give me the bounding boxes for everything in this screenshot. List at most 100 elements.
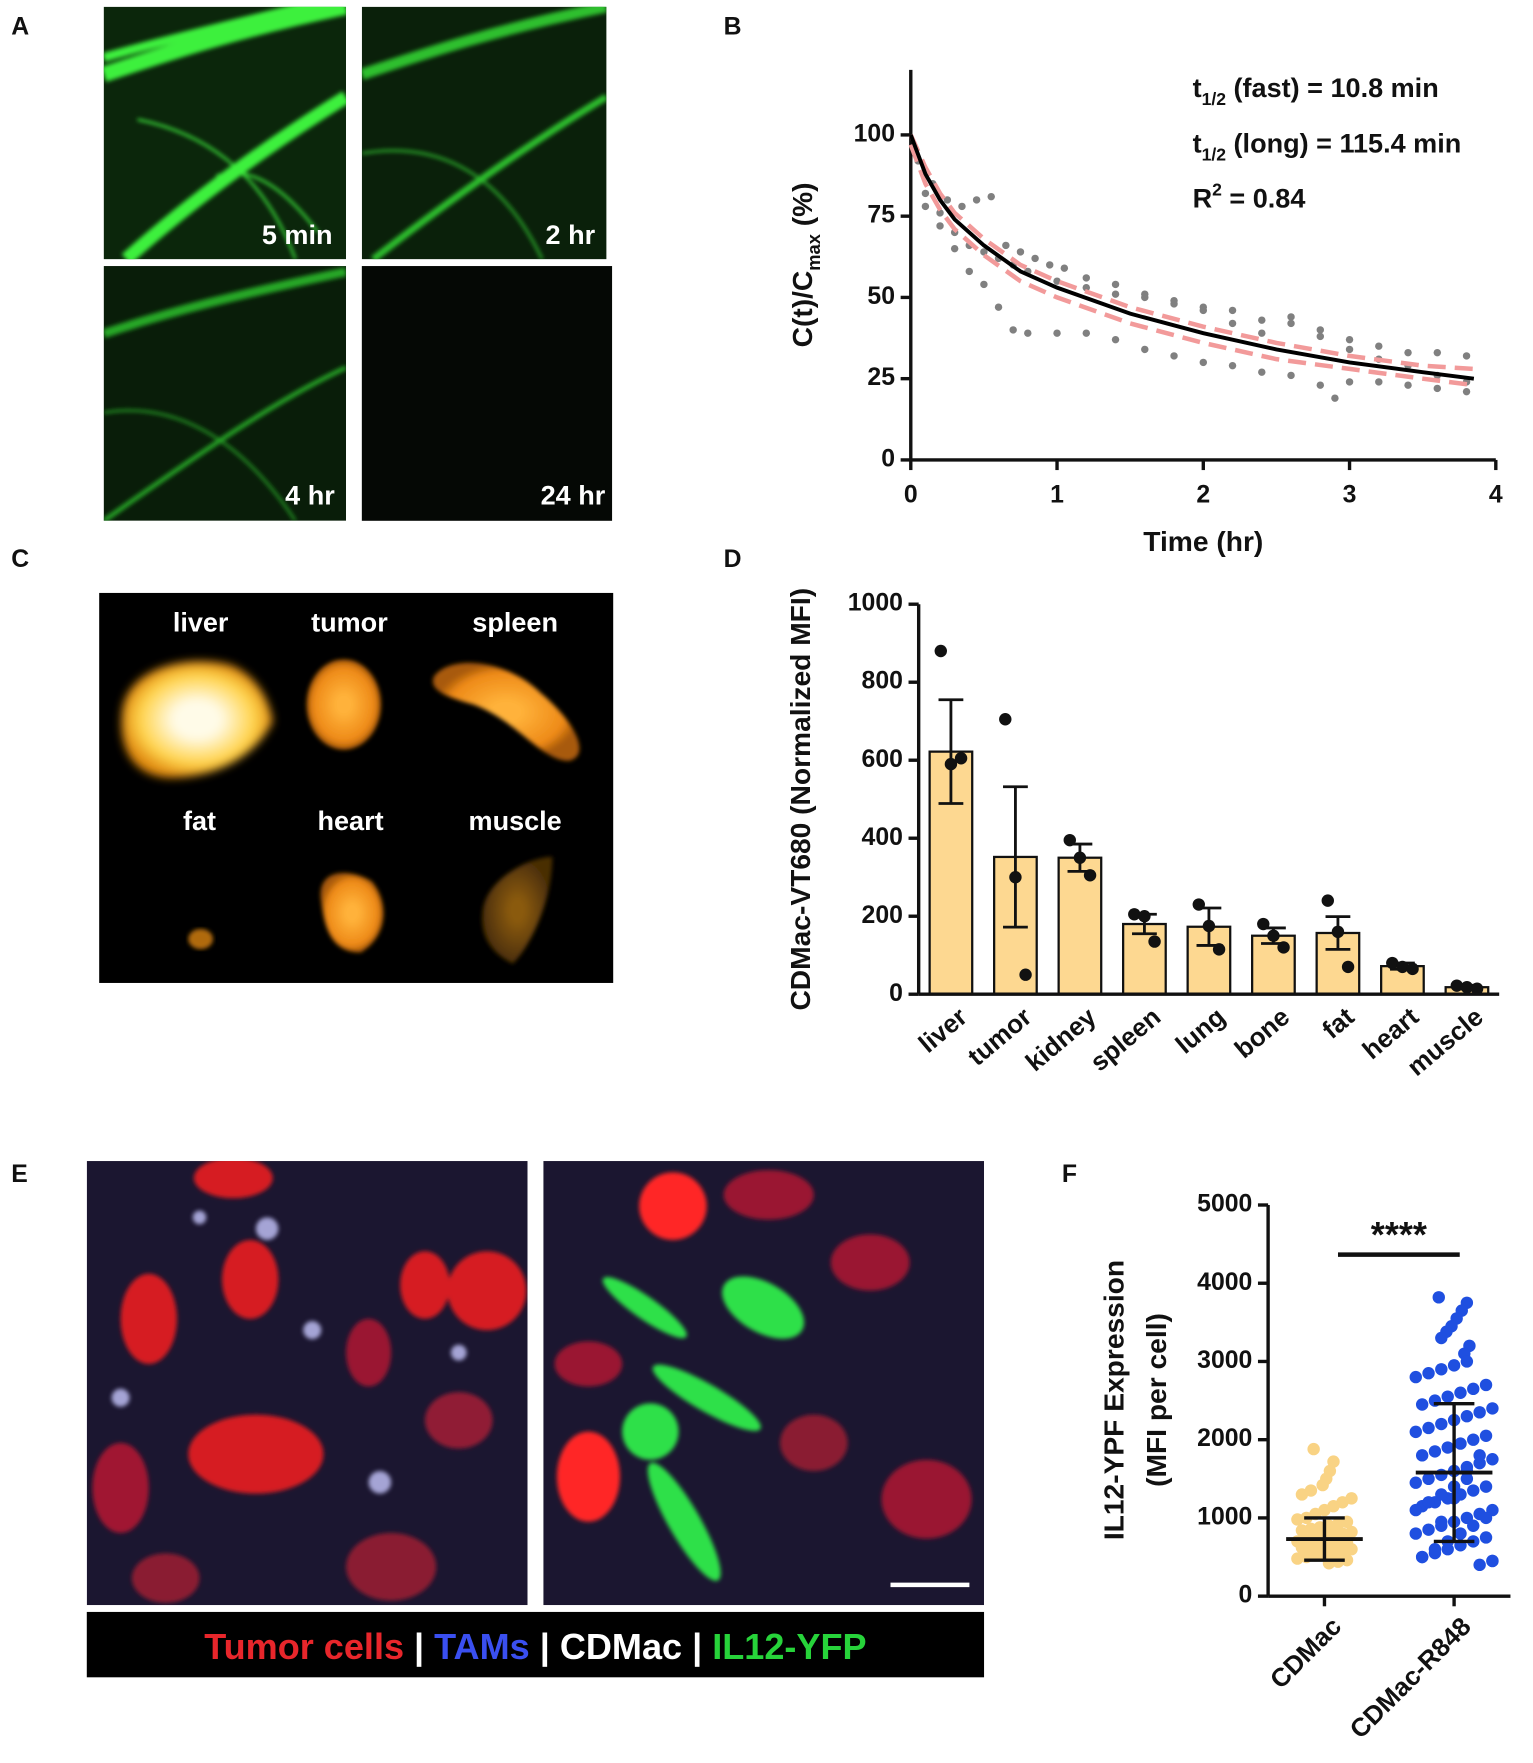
data-point <box>1435 1515 1448 1529</box>
y-tick-label: 0 <box>881 445 895 472</box>
x-tick-label: 1 <box>1050 482 1064 509</box>
legend-separator: | <box>540 1626 550 1668</box>
data-point <box>1473 1449 1486 1462</box>
data-point <box>1053 329 1061 337</box>
text-part: t <box>1193 73 1202 103</box>
data-point <box>1073 851 1087 864</box>
x-tick-label: fat <box>1317 1003 1360 1045</box>
data-point <box>1409 1476 1422 1489</box>
micrograph-label: 5 min <box>262 220 333 250</box>
panel-label: D <box>724 546 742 573</box>
y-tick-label: 1000 <box>848 590 903 617</box>
y-tick-label: 3000 <box>1197 1347 1252 1374</box>
data-point <box>1428 1445 1442 1458</box>
data-point <box>1267 929 1280 942</box>
data-point <box>944 757 958 771</box>
data-point <box>1479 1480 1493 1493</box>
data-point <box>1192 898 1205 911</box>
organ-label: tumor <box>311 608 388 638</box>
data-point <box>1141 345 1149 354</box>
y-tick-label: 50 <box>867 283 895 310</box>
micrograph <box>103 6 347 260</box>
data-point <box>1046 261 1054 269</box>
data-point <box>1083 869 1097 882</box>
y-tick-label: 5000 <box>1197 1191 1252 1218</box>
organ-image <box>99 592 614 983</box>
data-point <box>1295 1541 1309 1554</box>
data-point <box>1432 1291 1445 1304</box>
error-bar <box>1003 785 1028 929</box>
data-point <box>1479 1378 1493 1392</box>
text-part: C(t)/C <box>786 271 818 348</box>
data-point <box>1422 1472 1435 1486</box>
x-tick-label: lung <box>1171 1003 1231 1060</box>
y-tick-label: 200 <box>862 902 903 929</box>
data-point <box>1409 1425 1422 1439</box>
x-tick-label: CDMac-R848 <box>1345 1612 1477 1744</box>
data-point <box>1199 306 1208 315</box>
data-point <box>921 202 930 211</box>
data-point <box>954 752 968 765</box>
data-point <box>1454 1437 1467 1450</box>
panel-label: A <box>11 14 29 41</box>
data-point <box>1170 300 1178 308</box>
data-point <box>1002 241 1010 250</box>
x-tick-label: CDMac <box>1265 1612 1347 1694</box>
y-tick-label: 0 <box>889 980 903 1007</box>
panel-label: F <box>1062 1161 1077 1188</box>
data-point <box>1409 1503 1422 1517</box>
y-tick-label: 100 <box>854 120 895 147</box>
data-point <box>1486 1453 1499 1466</box>
data-point <box>1307 1442 1320 1456</box>
text-part: (long) = 115.4 min <box>1226 129 1461 159</box>
y-tick-label: 800 <box>862 668 903 695</box>
x-tick-label: 4 <box>1489 482 1503 509</box>
data-point <box>1082 329 1091 337</box>
micrographs <box>103 6 613 521</box>
data-point <box>1228 306 1237 315</box>
data-point <box>1479 1531 1493 1544</box>
legend-entry: IL12-YFP <box>712 1626 866 1667</box>
data-point <box>1473 1406 1486 1419</box>
panel-label: E <box>11 1161 28 1188</box>
organ-label: muscle <box>469 806 562 836</box>
data-point <box>1422 1523 1435 1536</box>
data-point <box>1291 1513 1304 1526</box>
data-point <box>1053 277 1061 285</box>
data-point <box>1228 361 1237 370</box>
data-point <box>1406 962 1419 976</box>
x-tick-label: 2 <box>1196 482 1210 509</box>
data-point <box>1128 908 1141 921</box>
confidence-band <box>908 133 1475 372</box>
data-point <box>1277 941 1290 954</box>
data-point <box>1202 919 1216 933</box>
data-point <box>1291 1552 1304 1565</box>
data-point <box>987 192 995 201</box>
x-tick-label: 0 <box>904 482 918 509</box>
organ-label: fat <box>183 806 216 836</box>
tissue-right <box>543 1161 985 1606</box>
organ-label: spleen <box>472 608 558 638</box>
y-axis-label: C(t)/Cmax (%) <box>786 182 824 347</box>
data-point <box>1450 979 1463 992</box>
y-tick-label: 2000 <box>1197 1425 1252 1452</box>
data-point <box>1345 378 1354 386</box>
data-point <box>1473 1558 1486 1572</box>
legend-separator: | <box>414 1626 424 1668</box>
data-point <box>1212 943 1226 956</box>
data-point <box>1258 329 1266 337</box>
data-point <box>1331 394 1339 402</box>
data-point <box>1435 1468 1448 1482</box>
data-point <box>994 303 1003 311</box>
y-tick-label: 4000 <box>1197 1269 1252 1296</box>
micrograph <box>361 6 607 260</box>
subscript: 1/2 <box>1202 89 1227 109</box>
data-point <box>1422 1421 1435 1435</box>
panel-label: C <box>11 546 29 573</box>
data-point <box>958 202 966 211</box>
data-point <box>1454 1386 1467 1399</box>
organ-label: liver <box>173 608 229 638</box>
fit-line <box>908 134 1475 381</box>
data-point <box>980 280 988 289</box>
